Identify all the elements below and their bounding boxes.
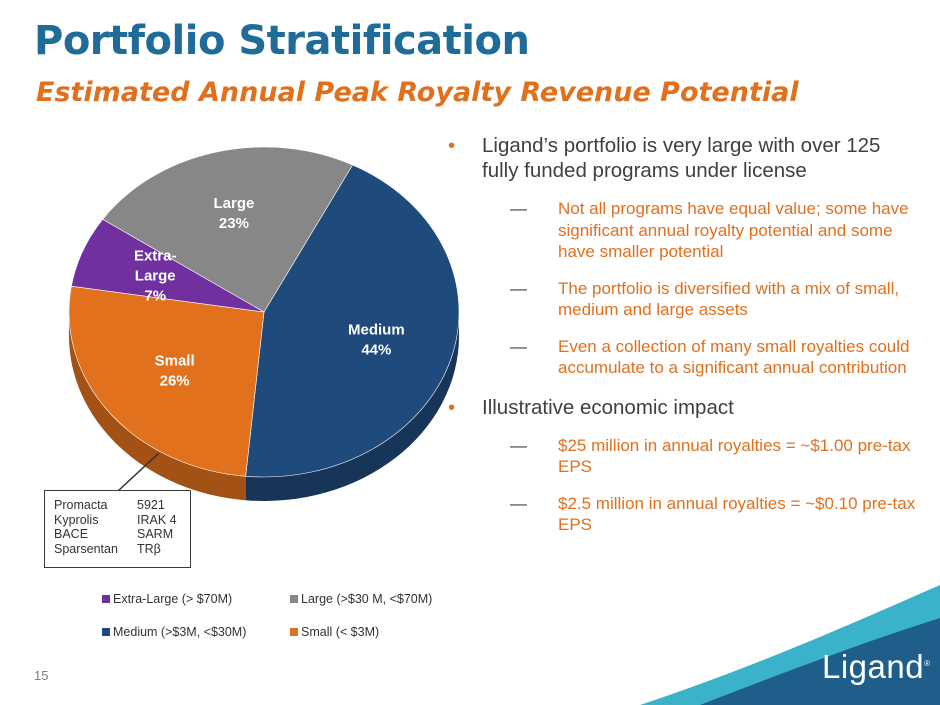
bullet-text: Ligand’s portfolio is very large with ov…: [482, 134, 881, 182]
callout-program: 5921: [137, 498, 165, 512]
sub-bullet-text: The portfolio is diversified with a mix …: [558, 278, 900, 320]
slide-subtitle: Estimated Annual Peak Royalty Revenue Po…: [36, 77, 799, 108]
pie-slice-medium: [245, 164, 460, 478]
legend-swatch: [290, 595, 298, 603]
callout-program: SARM: [137, 527, 174, 541]
legend-swatch: [290, 628, 298, 636]
footer-band-dark: [700, 618, 940, 705]
bullet-item: • Illustrative economic impact: [448, 395, 918, 420]
callout-programs-col1: Promacta Kyprolis BACE Sparsentan: [54, 498, 118, 556]
legend-item: Large (>$30 M, <$70M): [290, 592, 432, 606]
callout-program: BACE: [54, 527, 89, 541]
sub-bullet-text: $2.5 million in annual royalties = ~$0.1…: [558, 493, 916, 535]
legend-label: Small (< $3M): [301, 625, 380, 639]
sub-bullet-item: — Not all programs have equal value; some…: [448, 198, 918, 263]
pie-side-small: [69, 312, 246, 501]
callout-program: TRβ: [137, 541, 161, 556]
pie-slice-small: [68, 285, 265, 477]
pie-slices: [68, 146, 460, 478]
bullet-marker: •: [448, 134, 456, 157]
legend-label: Large (>$30 M, <$70M): [301, 592, 433, 606]
sub-bullet-marker: —: [510, 493, 527, 513]
legend-item: Extra-Large (> $70M): [102, 592, 232, 606]
pie-label-medium: Medium 44%: [348, 322, 405, 359]
sub-bullet-item: — The portfolio is diversified with a mix…: [448, 278, 918, 321]
sub-bullet-text: $25 million in annual royalties = ~$1.00…: [558, 435, 911, 477]
extra-large-callout-box: Promacta Kyprolis BACE Sparsentan 5921 IRAK …: [44, 490, 191, 568]
pie-side-medium: [245, 312, 459, 501]
sub-bullet-item: — $25 million in annual royalties = ~$1.0…: [448, 435, 918, 478]
sub-bullet-text: Even a collection of many small royaltie…: [558, 336, 910, 378]
legend-item: Medium (>$3M, <$30M): [102, 625, 246, 639]
page-number: 15: [34, 668, 49, 683]
pie-labels: Medium 44% Small 26% Extra-Large 7% Large 23%: [134, 195, 405, 390]
callout-program: Promacta: [54, 498, 108, 512]
ligand-logo: Ligand®: [822, 648, 931, 685]
legend-label: Medium (>$3M, <$30M): [113, 625, 247, 639]
bullet-item: • Ligand’s portfolio is very large with o…: [448, 133, 918, 183]
pie-label-extra-large: Extra-Large 7%: [134, 248, 177, 305]
callout-program: IRAK 4: [137, 512, 177, 527]
callout-program: Sparsentan: [54, 541, 118, 556]
callout-program: Kyprolis: [54, 512, 99, 527]
pie-slice-large: [102, 146, 353, 313]
sub-bullet-item: — Even a collection of many small royalti…: [448, 336, 918, 379]
callout-leader-line: [117, 452, 160, 492]
legend-swatch: [102, 595, 110, 603]
sub-bullet-text: Not all programs have equal value; some …: [558, 199, 909, 261]
bullet-list: • Ligand’s portfolio is very large with o…: [448, 133, 918, 536]
bullet-marker: •: [448, 395, 456, 419]
bullet-text: Illustrative economic impact: [482, 395, 734, 419]
legend-swatch: [102, 628, 110, 636]
legend-label: Extra-Large (> $70M): [113, 592, 233, 606]
pie-label-small: Small 26%: [155, 353, 195, 390]
sub-bullet-marker: —: [510, 435, 527, 455]
pie-label-large: Large 23%: [214, 195, 255, 232]
sub-bullet-marker: —: [510, 199, 527, 218]
slide-title: Portfolio Stratification: [34, 18, 530, 64]
chart-legend: Extra-Large (> $70M) Large (>$30 M, <$70M…: [102, 592, 482, 652]
pie-depth: [69, 312, 459, 501]
sub-bullet-marker: —: [510, 278, 527, 298]
sub-bullet-item: — $2.5 million in annual royalties = ~$0.…: [448, 493, 918, 536]
legend-item: Small (< $3M): [290, 625, 379, 639]
callout-programs-col2: 5921 IRAK 4 SARM TRβ: [137, 498, 177, 556]
sub-bullet-marker: —: [510, 336, 527, 356]
